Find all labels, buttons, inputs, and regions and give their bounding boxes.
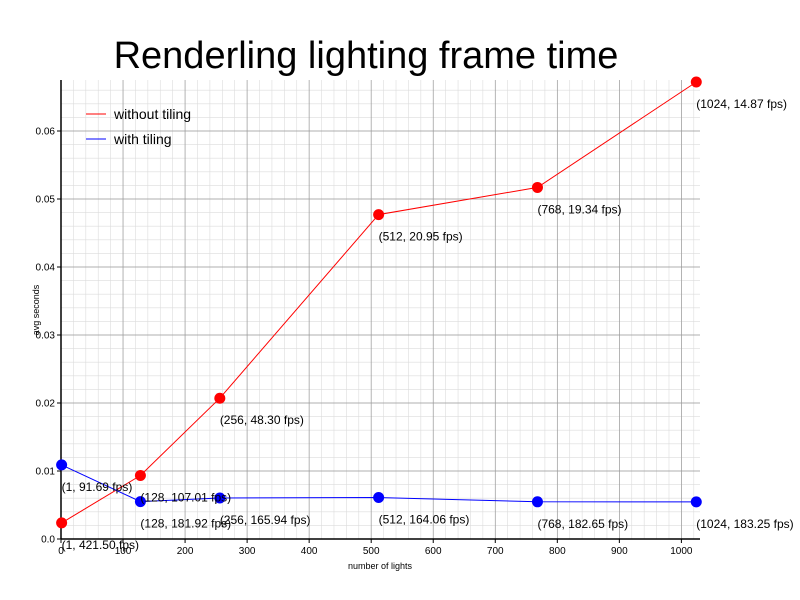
axes (57, 80, 700, 543)
data-point (373, 209, 385, 221)
data-label: (1, 421.50 fps) (62, 538, 139, 552)
data-point (134, 496, 146, 508)
x-tick-label: 500 (363, 546, 380, 557)
x-tick-label: 700 (487, 546, 504, 557)
chart-title: Renderling lighting frame time (114, 35, 619, 77)
x-tick-label: 100 (115, 546, 132, 557)
y-tick-label: 0.06 (36, 127, 56, 138)
series-lines (61, 81, 697, 524)
data-point (690, 496, 702, 508)
major-gridlines (60, 80, 700, 540)
y-tick-label: 0.0 (41, 535, 55, 546)
y-tick-label: 0.02 (36, 399, 56, 410)
x-tick-label: 800 (549, 546, 566, 557)
data-label: (768, 19.34 fps) (537, 202, 621, 216)
data-point (531, 181, 543, 193)
legend-label: without tiling (113, 106, 191, 122)
tick-labels: 0 100 200 300 400 500 600 700 800 900 1000 0.0 0.01 0… (36, 127, 693, 558)
series-line-with-tiling (61, 464, 697, 503)
y-tick-label: 0.04 (36, 263, 56, 274)
x-tick-label: 400 (301, 546, 318, 557)
data-point (531, 496, 543, 508)
x-tick-label: 600 (425, 546, 442, 557)
x-tick-label: 1000 (670, 546, 693, 557)
data-point (214, 492, 226, 504)
data-label: (512, 20.95 fps) (379, 230, 463, 244)
y-axis-label: avg seconds (31, 284, 41, 335)
data-label: (128, 107.01 fps) (140, 490, 231, 504)
x-tick-label: 900 (611, 546, 628, 557)
data-point (214, 392, 226, 404)
series-points (56, 76, 702, 529)
data-label: (256, 165.94 fps) (220, 513, 311, 527)
data-label: (768, 182.65 fps) (537, 517, 628, 531)
data-label: (512, 164.06 fps) (379, 513, 470, 527)
x-tick-label: 300 (239, 546, 256, 557)
x-tick-label: 200 (177, 546, 194, 557)
data-point (373, 492, 385, 504)
y-tick-label: 0.03 (36, 331, 56, 342)
point-labels: (1, 421.50 fps) (128, 107.01 fps) (256, 48… (62, 97, 794, 552)
data-label: (1, 91.69 fps) (62, 480, 133, 494)
y-tick-label: 0.01 (36, 467, 56, 478)
x-axis-label: number of lights (348, 561, 413, 571)
data-point (134, 469, 146, 481)
legend: without tiling with tiling (86, 106, 191, 147)
data-point (56, 459, 68, 471)
data-point (690, 76, 702, 88)
data-label: (128, 181.92 fps) (140, 517, 231, 531)
data-label: (256, 48.30 fps) (220, 413, 304, 427)
legend-label: with tiling (113, 131, 172, 147)
y-tick-label: 0.05 (36, 195, 56, 206)
x-tick-label: 0 (58, 546, 64, 557)
minor-gridlines (60, 80, 700, 540)
series-line-without-tiling (61, 81, 697, 524)
data-point (56, 517, 68, 529)
data-label: (1024, 183.25 fps) (696, 517, 793, 531)
data-label: (1024, 14.87 fps) (696, 97, 787, 111)
